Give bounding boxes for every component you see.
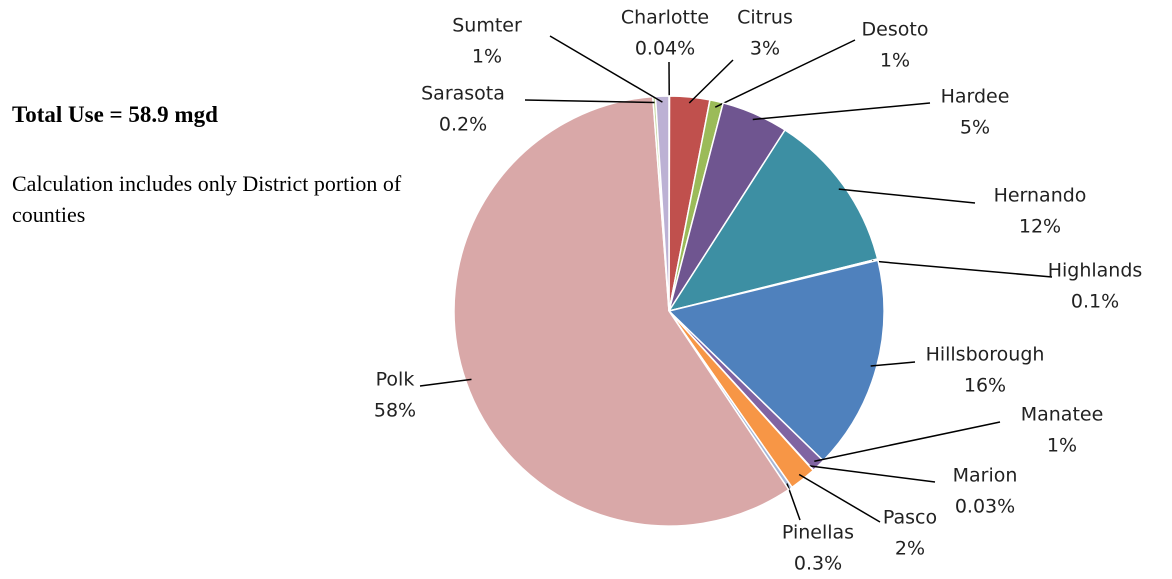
- value-label: 0.04%: [635, 38, 695, 60]
- value-label: 1%: [472, 46, 502, 68]
- slice-label: Marion: [953, 465, 1018, 487]
- value-label: 1%: [1047, 435, 1077, 457]
- slice-label: Manatee: [1021, 404, 1104, 426]
- slice-label: Sarasota: [421, 83, 505, 105]
- pie-slice: [667, 128, 879, 313]
- pie-slice: [667, 259, 885, 462]
- slice-label: Hernando: [994, 185, 1087, 207]
- leader-line: [809, 465, 936, 483]
- chart-title: Total Use = 58.9 mgd: [12, 102, 218, 127]
- value-label: 0.3%: [794, 553, 842, 575]
- pie-slice: [654, 95, 670, 312]
- leader-line: [524, 99, 655, 104]
- value-label: 3%: [750, 38, 780, 60]
- leader-line: [798, 473, 881, 523]
- leader-line: [419, 378, 472, 387]
- value-label: 5%: [960, 117, 990, 139]
- slice-label: Hardee: [941, 86, 1010, 108]
- leader-line: [814, 421, 1001, 462]
- leader-line: [549, 35, 663, 103]
- chart-subtitle: Calculation includes only District porti…: [12, 171, 402, 227]
- leader-line: [838, 188, 976, 204]
- slice-label: Hillsborough: [926, 344, 1045, 366]
- value-label: 12%: [1019, 216, 1061, 238]
- leader-line: [688, 59, 734, 104]
- leader-line: [752, 102, 931, 121]
- slice-label: Highlands: [1048, 260, 1143, 282]
- value-label: 0.1%: [1071, 291, 1119, 313]
- value-label: 58%: [374, 400, 416, 422]
- pie-slice: [453, 95, 790, 527]
- value-label: 16%: [964, 375, 1006, 397]
- slice-label: Citrus: [737, 7, 793, 29]
- slice-label: Polk: [376, 369, 415, 391]
- slice-label: Charlotte: [621, 7, 709, 29]
- slice-label: Sumter: [452, 15, 522, 37]
- value-label: 0.2%: [439, 114, 487, 136]
- slice-label: Desoto: [862, 19, 929, 41]
- leader-line: [871, 260, 1053, 278]
- leader-line: [870, 361, 916, 367]
- leader-line: [714, 39, 856, 108]
- value-label: 2%: [895, 538, 925, 560]
- slice-label: Pinellas: [782, 522, 854, 544]
- value-label: 1%: [880, 50, 910, 72]
- slice-label: Pasco: [883, 507, 937, 529]
- value-label: 0.03%: [955, 496, 1015, 518]
